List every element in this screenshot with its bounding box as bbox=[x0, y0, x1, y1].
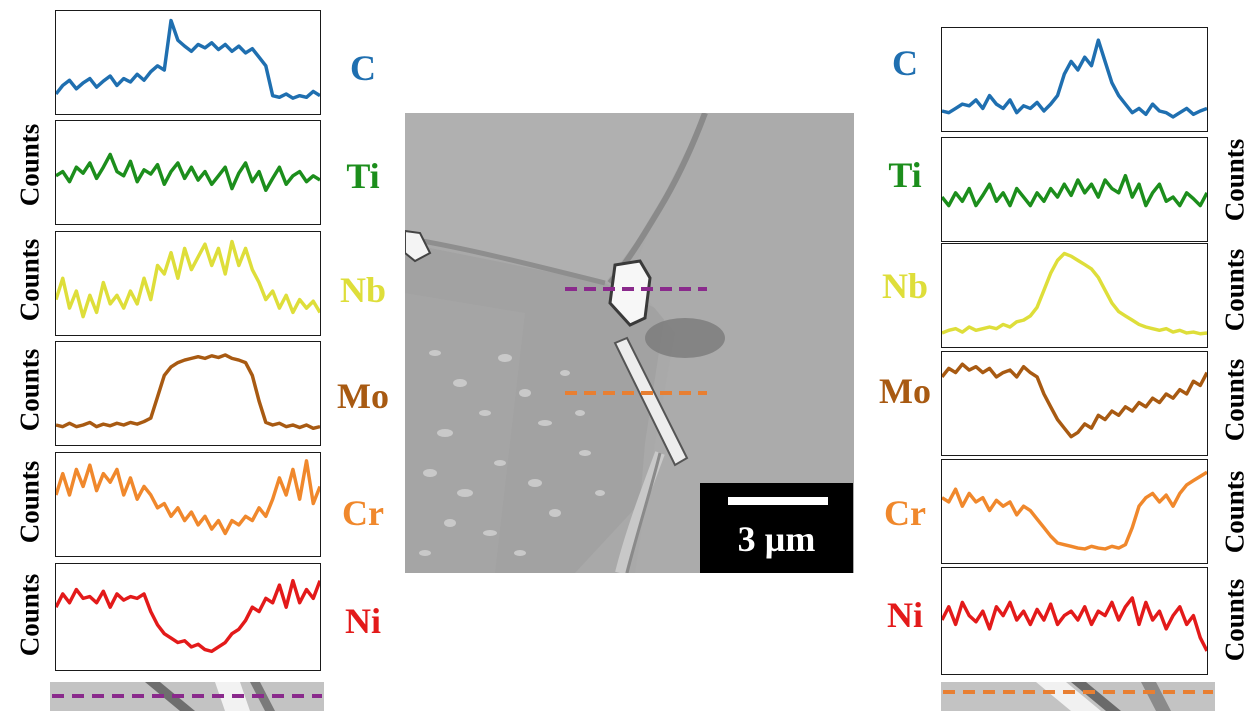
right-linescan-strip bbox=[941, 682, 1215, 711]
left-linescan-strip bbox=[50, 682, 324, 711]
right-profile-cr bbox=[941, 459, 1208, 564]
left-label-c: C bbox=[350, 48, 376, 88]
right-profile-c-plot bbox=[942, 38, 1207, 119]
right-profile-ni bbox=[941, 567, 1208, 675]
left-profile-c bbox=[55, 10, 321, 115]
left-label-mo: Mo bbox=[337, 376, 389, 416]
right-label-ti: Ti bbox=[888, 155, 922, 195]
left-label-nb: Nb bbox=[339, 270, 387, 310]
left-profile-ti-plot bbox=[56, 152, 320, 192]
right-strip-graphic bbox=[941, 682, 1215, 711]
right-label-nb: Nb bbox=[881, 266, 929, 306]
right-profile-nb-plot bbox=[942, 251, 1207, 336]
right-profile-cr-line bbox=[942, 470, 1207, 551]
left-strip-graphic bbox=[50, 682, 324, 711]
left-profile-nb bbox=[55, 231, 321, 336]
left-profile-ni-plot bbox=[56, 578, 320, 654]
right-profile-c bbox=[941, 27, 1208, 132]
left-profile-cr-plot bbox=[56, 459, 320, 536]
sem-micrograph-graphic bbox=[405, 113, 854, 573]
right-profile-c-line bbox=[942, 38, 1207, 119]
right-profile-ti-plot bbox=[942, 173, 1207, 208]
left-profile-nb-plot bbox=[56, 239, 320, 319]
scale-bar bbox=[728, 497, 828, 505]
left-profile-c-plot bbox=[56, 18, 320, 100]
left-profile-ni bbox=[55, 563, 321, 671]
right-profile-cr-plot bbox=[942, 470, 1207, 551]
left-label-ti: Ti bbox=[346, 156, 380, 196]
right-profile-ti bbox=[941, 137, 1208, 242]
right-label-mo: Mo bbox=[879, 371, 931, 411]
left-ylabel-4: Counts bbox=[14, 460, 45, 544]
left-label-ni: Ni bbox=[345, 601, 381, 641]
left-profile-cr bbox=[55, 452, 321, 557]
left-profile-ti bbox=[55, 120, 321, 225]
left-profile-nb-line bbox=[56, 239, 320, 319]
right-ylabel-5: Counts bbox=[1219, 578, 1250, 662]
scale-bar-box: 3 µm bbox=[700, 483, 853, 573]
right-label-c: C bbox=[892, 43, 918, 83]
sem-micrograph: 3 µm bbox=[405, 113, 854, 573]
right-ylabel-2: Counts bbox=[1219, 248, 1250, 332]
left-profile-mo bbox=[55, 341, 321, 446]
left-label-cr: Cr bbox=[342, 493, 384, 533]
right-label-ni: Ni bbox=[887, 595, 923, 635]
right-ylabel-4: Counts bbox=[1219, 470, 1250, 554]
left-ylabel-5: Counts bbox=[14, 573, 45, 657]
left-profile-ni-line bbox=[56, 578, 320, 654]
right-ylabel-1: Counts bbox=[1219, 138, 1250, 222]
left-profile-c-line bbox=[56, 18, 320, 100]
right-ylabel-3: Counts bbox=[1219, 358, 1250, 442]
left-ylabel-1: Counts bbox=[14, 123, 45, 207]
right-profile-mo-line bbox=[942, 362, 1207, 439]
scale-bar-label: 3 µm bbox=[737, 519, 816, 559]
right-profile-ti-line bbox=[942, 173, 1207, 208]
left-profile-mo-line bbox=[56, 353, 320, 431]
right-profile-ni-plot bbox=[942, 596, 1207, 652]
right-profile-mo-plot bbox=[942, 362, 1207, 439]
right-profile-mo bbox=[941, 351, 1208, 456]
right-profile-ni-line bbox=[942, 596, 1207, 652]
left-profile-mo-plot bbox=[56, 353, 320, 431]
right-label-cr: Cr bbox=[884, 493, 926, 533]
left-ylabel-3: Counts bbox=[14, 348, 45, 432]
right-profile-nb bbox=[941, 243, 1208, 348]
left-profile-cr-line bbox=[56, 459, 320, 536]
right-profile-nb-line bbox=[942, 251, 1207, 336]
left-ylabel-2: Counts bbox=[14, 238, 45, 322]
left-profile-ti-line bbox=[56, 152, 320, 192]
